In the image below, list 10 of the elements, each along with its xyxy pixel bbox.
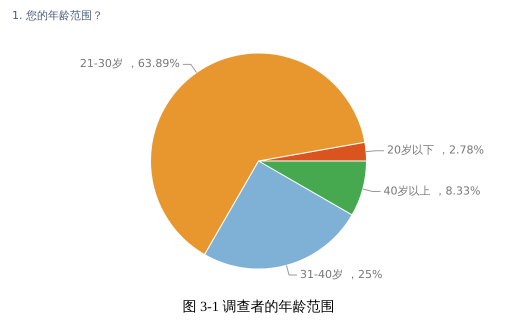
slice-label: 40岁以上 [383,184,430,198]
slice-label: 20岁以下 [387,144,434,157]
slice-label: 31-40岁 [300,268,344,281]
chart-title: 1. 您的年龄范围？ [12,8,103,23]
data-label: ，2.78% [438,144,484,157]
caption: 图 3-1 调查者的年龄范围 [182,298,336,316]
data-label: ，63.89% [126,57,180,70]
slice-label: 21-30岁 [80,57,123,70]
data-label: ，8.33% [434,184,480,198]
data-label: ，25% [347,268,382,281]
